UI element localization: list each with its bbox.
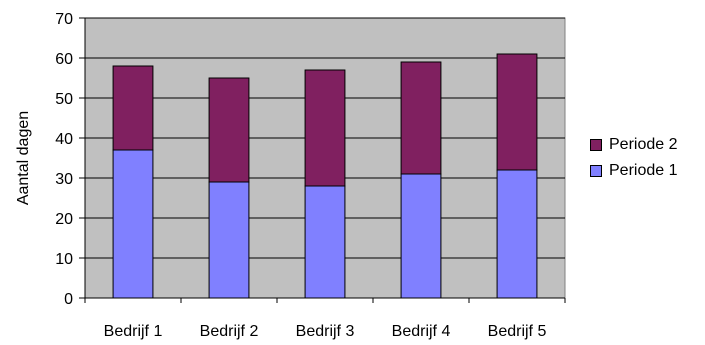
x-tick-label: Bedrijf 1 bbox=[104, 323, 163, 340]
bar-segment-series-2-cat-1 bbox=[112, 65, 154, 151]
bar-segment-series-1-cat-2 bbox=[208, 181, 250, 299]
legend-swatch-periode-2 bbox=[590, 139, 602, 151]
bar-segment-series-1-cat-5 bbox=[496, 169, 538, 299]
bars bbox=[112, 53, 538, 299]
legend-swatch-periode-1 bbox=[590, 165, 602, 177]
bar-segment-series-1-cat-4 bbox=[400, 173, 442, 299]
y-tick-label: 70 bbox=[55, 11, 73, 28]
x-tick-label: Bedrijf 3 bbox=[296, 323, 355, 340]
axes: 0 10 20 30 40 50 60 70 Bedrijf 1 Bedrijf 2 Bedrijf… bbox=[55, 11, 566, 340]
y-tick-label: 0 bbox=[64, 291, 73, 308]
y-axis-title: Aantal dagen bbox=[15, 111, 32, 205]
x-tick-label: Bedrijf 4 bbox=[392, 323, 451, 340]
bar-segment-series-1-cat-3 bbox=[304, 185, 346, 299]
bar-segment-series-2-cat-2 bbox=[208, 77, 250, 183]
x-tick-label: Bedrijf 2 bbox=[200, 323, 259, 340]
bar-segment-series-2-cat-3 bbox=[304, 69, 346, 187]
y-tick-label: 40 bbox=[55, 131, 73, 148]
y-tick-label: 30 bbox=[55, 171, 73, 188]
bar-segment-series-2-cat-5 bbox=[496, 53, 538, 171]
bar-segment-series-2-cat-4 bbox=[400, 61, 442, 175]
y-tick-label: 20 bbox=[55, 211, 73, 228]
legend-item-periode-2: Periode 2 bbox=[590, 134, 678, 156]
y-tick-label: 50 bbox=[55, 91, 73, 108]
x-tick-label: Bedrijf 5 bbox=[488, 323, 547, 340]
bar-segment-series-1-cat-1 bbox=[112, 149, 154, 299]
legend-label-periode-2: Periode 2 bbox=[609, 136, 678, 153]
legend: Periode 2 Periode 1 bbox=[590, 131, 705, 189]
y-tick-label: 60 bbox=[55, 51, 73, 68]
y-tick-label: 10 bbox=[55, 251, 73, 268]
legend-label-periode-1: Periode 1 bbox=[609, 162, 678, 179]
legend-item-periode-1: Periode 1 bbox=[590, 160, 678, 182]
